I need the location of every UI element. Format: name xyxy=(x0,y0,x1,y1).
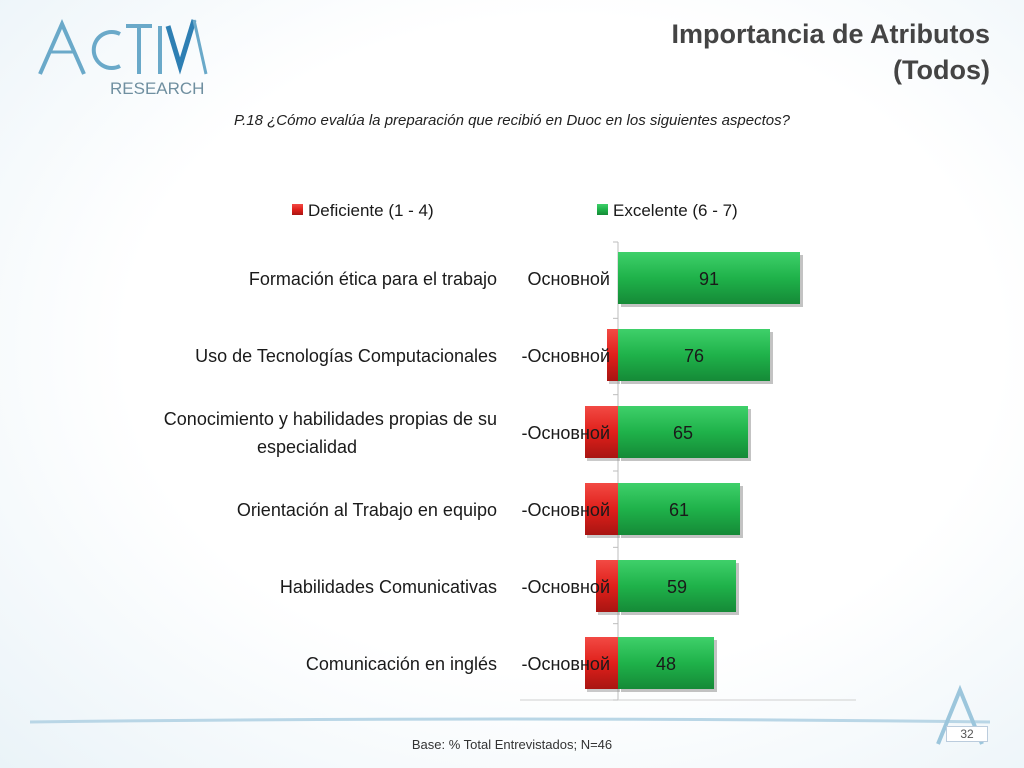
data-label-excelente: 65 xyxy=(673,423,693,443)
bar-deficiente xyxy=(585,406,618,458)
bar-deficiente xyxy=(585,483,618,535)
category-label: Formación ética para el trabajo xyxy=(249,269,497,289)
data-label-deficiente: -Основной xyxy=(521,423,610,443)
bar-excelente xyxy=(618,560,736,612)
survey-question: P.18 ¿Cómo evalúa la preparación que rec… xyxy=(234,112,790,129)
legend-swatch-excelente xyxy=(597,204,608,215)
data-label-excelente: 48 xyxy=(656,654,676,674)
data-label-excelente: 59 xyxy=(667,577,687,597)
category-label: Uso de Tecnologías Computacionales xyxy=(195,346,497,366)
category-label: especialidad xyxy=(257,437,357,457)
category-labels: Formación ética para el trabajo Uso de Te… xyxy=(164,269,497,674)
data-label-deficiente: Основной xyxy=(527,269,610,289)
bar-deficiente xyxy=(585,637,618,689)
page-number: 32 xyxy=(946,726,988,742)
footer-divider xyxy=(30,717,990,724)
bar-excelente xyxy=(618,252,800,304)
data-label-deficiente: -Основной xyxy=(521,346,610,366)
data-labels: 91 Основной 76 -Основной 65 -Основной 61 -Основ… xyxy=(521,269,719,674)
bars xyxy=(585,252,803,692)
data-label-excelente: 91 xyxy=(699,269,719,289)
category-label: Habilidades Comunicativas xyxy=(280,577,497,597)
chart-legend: Deficiente (1 - 4) Excelente (6 - 7) xyxy=(292,201,738,220)
category-label: Conocimiento y habilidades propias de su xyxy=(164,409,497,429)
title-line-1: Importancia de Atributos xyxy=(671,19,990,49)
data-label-excelente: 76 xyxy=(684,346,704,366)
category-label: Comunicación en inglés xyxy=(306,654,497,674)
bar-excelente xyxy=(618,637,714,689)
footer-logo-icon xyxy=(936,684,984,745)
legend-swatch-deficiente xyxy=(292,204,303,215)
bar-deficiente xyxy=(596,560,618,612)
data-label-excelente: 61 xyxy=(669,500,689,520)
slide-title: Importancia de Atributos (Todos) xyxy=(570,16,990,88)
bar-excelente xyxy=(618,406,748,458)
logo-subtext: RESEARCH xyxy=(110,79,204,98)
bar-excelente xyxy=(618,329,770,381)
data-label-deficiente: -Основной xyxy=(521,500,610,520)
legend-label-excelente: Excelente (6 - 7) xyxy=(613,201,738,220)
category-label: Orientación al Trabajo en equipo xyxy=(237,500,497,520)
base-footnote: Base: % Total Entrevistados; N=46 xyxy=(411,737,613,752)
data-label-deficiente: -Основной xyxy=(521,577,610,597)
chart-axis xyxy=(520,241,856,701)
bar-excelente xyxy=(618,483,740,535)
bar-deficiente xyxy=(607,329,618,381)
data-label-deficiente: -Основной xyxy=(521,654,610,674)
title-line-2: (Todos) xyxy=(893,55,990,85)
legend-label-deficiente: Deficiente (1 - 4) xyxy=(308,201,434,220)
activa-research-logo: RESEARCH xyxy=(38,19,208,98)
